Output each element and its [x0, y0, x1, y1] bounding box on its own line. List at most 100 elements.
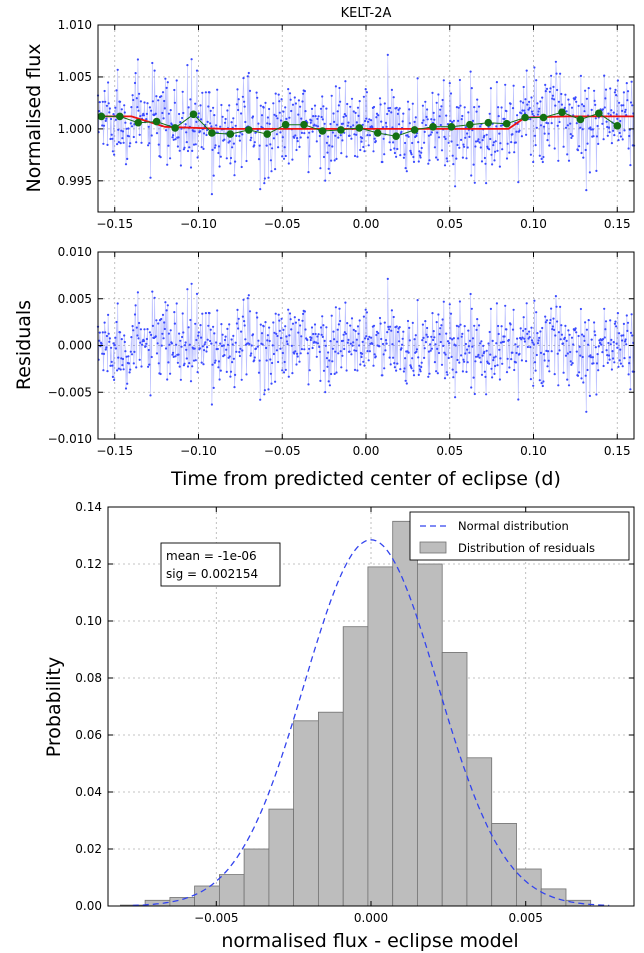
raw-point [135, 366, 138, 369]
raw-point [121, 137, 124, 140]
raw-point [171, 353, 174, 356]
raw-point [575, 122, 578, 125]
raw-point [494, 140, 497, 143]
raw-point [378, 345, 381, 348]
raw-point [342, 115, 345, 118]
raw-point [467, 111, 470, 114]
raw-point [411, 321, 414, 324]
raw-point [464, 352, 467, 355]
raw-point [264, 321, 267, 324]
raw-point [413, 338, 416, 341]
raw-point [194, 322, 197, 325]
binned-point [502, 119, 511, 128]
raw-point [510, 358, 513, 361]
raw-point [621, 339, 624, 342]
raw-point [291, 158, 294, 161]
raw-point [279, 119, 283, 122]
raw-point [402, 112, 405, 115]
raw-point [224, 335, 227, 338]
raw-point [616, 312, 620, 315]
histogram-bar [194, 885, 220, 907]
raw-point [315, 341, 318, 344]
raw-point [625, 314, 628, 317]
raw-point [237, 98, 240, 101]
raw-point [538, 379, 541, 382]
raw-point [218, 165, 221, 168]
raw-point [417, 160, 420, 163]
raw-point [596, 124, 599, 128]
binned-point [208, 129, 216, 137]
raw-point [404, 357, 407, 360]
raw-point [383, 102, 386, 105]
raw-point [520, 338, 523, 341]
raw-point [368, 350, 371, 353]
raw-point [129, 142, 132, 145]
raw-point [588, 394, 592, 397]
raw-point [551, 325, 555, 328]
raw-point [367, 338, 370, 341]
raw-point [450, 140, 453, 143]
raw-point [545, 319, 549, 322]
raw-point [613, 361, 616, 364]
raw-point [179, 164, 182, 167]
raw-point [317, 115, 320, 118]
raw-point [419, 156, 422, 159]
raw-point [412, 369, 415, 372]
raw-point [455, 106, 458, 109]
raw-point [365, 335, 368, 338]
residuals-xtick-label: −0.15 [96, 444, 133, 458]
raw-point [473, 392, 476, 396]
raw-point [530, 96, 533, 99]
raw-point [212, 325, 215, 328]
raw-point [568, 333, 571, 336]
raw-point [510, 141, 513, 144]
raw-point [201, 345, 204, 348]
raw-point [445, 157, 448, 160]
raw-point [587, 343, 590, 346]
raw-point [274, 380, 277, 383]
raw-point [234, 160, 237, 163]
raw-point [266, 116, 269, 119]
raw-point [256, 345, 259, 348]
raw-point [459, 104, 462, 107]
raw-point [575, 100, 578, 103]
raw-point [138, 321, 141, 325]
raw-point [300, 131, 303, 134]
raw-point [386, 277, 389, 280]
raw-point [111, 137, 114, 140]
raw-point [533, 361, 537, 364]
raw-point [360, 355, 363, 359]
raw-point [321, 335, 324, 338]
raw-point [403, 153, 406, 156]
raw-point [613, 134, 616, 137]
raw-point [262, 325, 265, 328]
raw-point [365, 91, 368, 94]
raw-point [169, 329, 172, 332]
raw-point [458, 146, 461, 149]
raw-point [579, 307, 583, 311]
raw-point [318, 134, 321, 138]
raw-point [454, 396, 457, 399]
raw-point [102, 352, 106, 355]
raw-point [488, 330, 491, 334]
raw-point [200, 361, 203, 364]
raw-point [205, 350, 208, 353]
raw-point [541, 326, 544, 330]
raw-point [523, 340, 527, 343]
raw-point [466, 361, 469, 364]
raw-point [289, 318, 292, 321]
raw-point [275, 133, 278, 136]
raw-point [631, 334, 634, 337]
raw-point [272, 137, 275, 140]
raw-point [127, 135, 131, 138]
raw-point [414, 334, 417, 337]
raw-point [150, 134, 153, 137]
raw-point [282, 110, 285, 113]
raw-point [541, 160, 544, 164]
raw-point [433, 118, 436, 121]
raw-point [259, 323, 262, 326]
raw-point [392, 356, 395, 359]
raw-point [499, 357, 502, 360]
raw-point [418, 364, 421, 367]
raw-point [467, 329, 470, 332]
